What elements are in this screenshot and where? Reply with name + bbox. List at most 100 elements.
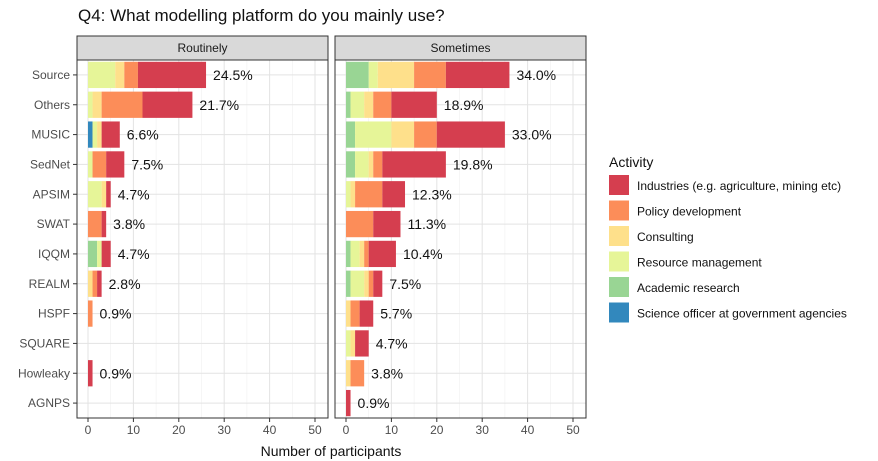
legend-swatch-academic-research (609, 277, 629, 297)
bar-percent-label: 4.7% (118, 246, 150, 262)
bar-percent-label: 7.5% (389, 276, 421, 292)
legend-label-academic-research: Academic research (637, 281, 740, 295)
bar-percent-label: 21.7% (199, 97, 239, 113)
bar-segment-apsim-policy-development (355, 181, 383, 208)
bar-segment-sednet-industries-e-g-agriculture-mining-etc (106, 151, 125, 178)
legend-label-science-officer-at-government-agencies: Science officer at government agencies (637, 307, 847, 321)
bar-segment-realm-industries-e-g-agriculture-mining-etc (97, 270, 102, 297)
bar-segment-music-resource-management (92, 121, 98, 148)
bar-segment-iqqm-resource-management (350, 240, 360, 268)
bar-segment-apsim-industries-e-g-agriculture-mining-etc (382, 181, 406, 208)
bar-segment-swat-industries-e-g-agriculture-mining-etc (101, 210, 107, 238)
bar-segment-hspf-consulting (346, 300, 351, 327)
legend-label-resource-management: Resource management (637, 256, 762, 270)
bar-percent-label: 19.8% (453, 156, 493, 172)
legend-swatch-resource-management (609, 251, 629, 272)
bar-segment-realm-resource-management (350, 270, 365, 297)
x-tick-label: 0 (343, 423, 350, 437)
bar-segment-source-industries-e-g-agriculture-mining-etc (445, 61, 510, 89)
bar-segment-hspf-policy-development (350, 300, 360, 327)
bar-percent-label: 6.6% (127, 127, 159, 143)
legend-title: Activity (609, 154, 653, 170)
y-axis-ticks: Source Others MUSIC SedNet APSIM SWAT IQQM REAL… (18, 68, 77, 410)
facet-strips: Routinely Sometimes (76, 35, 587, 61)
bar-segment-apsim-resource-management (88, 181, 102, 208)
bar-segment-square-consulting (350, 330, 356, 357)
bar-segment-music-academic-research (346, 121, 356, 148)
x-tick-label: 20 (430, 423, 444, 437)
bar-percent-label: 33.0% (512, 127, 552, 143)
panel-routinely: 24.5% 21.7% 6.6% 7.5% 4.7% 3.8% 4.7% 2.8% 0.9% 0.… (76, 59, 329, 419)
bar-percent-label: 12.3% (412, 186, 452, 202)
x-tick-label: 0 (85, 423, 92, 437)
y-tick-label-source: Source (32, 68, 70, 82)
y-tick-label-swat: SWAT (37, 217, 71, 231)
bar-percent-label: 0.9% (100, 306, 132, 322)
x-tick-label: 40 (521, 423, 535, 437)
x-tick-label: 30 (476, 423, 490, 437)
legend-swatch-policy-development (609, 200, 629, 221)
bar-segment-source-academic-research (346, 61, 369, 89)
bar-segment-iqqm-policy-development (364, 240, 369, 268)
bar-segment-source-consulting (115, 61, 125, 89)
facet-panels: 24.5% 21.7% 6.6% 7.5% 4.7% 3.8% 4.7% 2.8% 0.9% 0.… (76, 59, 587, 419)
panel-background (335, 60, 586, 418)
y-tick-label-hspf: HSPF (38, 307, 70, 321)
bar-segment-music-consulting (391, 121, 415, 148)
strip-routinely (76, 35, 329, 61)
bar-segment-realm-policy-development (368, 270, 374, 297)
bar-segment-howleaky-consulting (346, 360, 351, 387)
x-axis-ticks: 0 10 20 30 40 50 0 10 20 30 40 50 (85, 418, 580, 437)
bar-segment-iqqm-academic-research (346, 240, 351, 268)
bar-segment-apsim-consulting (350, 181, 356, 208)
bar-percent-label: 0.9% (100, 365, 132, 381)
bar-percent-label: 4.7% (376, 335, 408, 351)
bar-segment-music-resource-management (355, 121, 392, 148)
bar-segment-iqqm-resource-management (97, 240, 102, 268)
bar-segment-music-policy-development (414, 121, 437, 148)
bar-segment-sednet-policy-development (92, 151, 107, 178)
bar-segment-source-resource-management (368, 61, 378, 89)
bar-percent-label: 3.8% (113, 216, 145, 232)
bar-segment-apsim-resource-management (346, 181, 351, 208)
bar-segment-apsim-industries-e-g-agriculture-mining-etc (106, 181, 111, 208)
x-tick-label: 20 (172, 423, 186, 437)
bar-segment-iqqm-industries-e-g-agriculture-mining-etc (101, 240, 111, 268)
y-tick-label-square: SQUARE (19, 336, 70, 350)
panel-border (76, 59, 329, 419)
y-tick-label-others: Others (34, 98, 70, 112)
bar-percent-label: 2.8% (109, 276, 141, 292)
y-tick-label-howleaky: Howleaky (18, 366, 70, 380)
bar-percent-label: 11.3% (407, 216, 446, 232)
bar-segment-realm-academic-research (346, 270, 351, 297)
strip-label-routinely: Routinely (177, 41, 227, 55)
x-tick-label: 10 (127, 423, 141, 437)
bar-segment-iqqm-academic-research (88, 240, 98, 268)
x-tick-label: 50 (566, 423, 580, 437)
panel-sometimes: 34.0% 18.9% 33.0% 19.8%12.3% 11.3% 10.4% 7.5% 5… (334, 59, 587, 419)
bar-segment-square-industries-e-g-agriculture-mining-etc (355, 330, 369, 357)
legend-label-industries-e-g-agriculture-mining-etc: Industries (e.g. agriculture, mining etc… (637, 179, 841, 193)
bar-percent-label: 34.0% (516, 67, 556, 83)
legend-label-consulting: Consulting (637, 230, 694, 244)
bar-segment-source-policy-development (124, 61, 138, 89)
y-tick-label-music: MUSIC (31, 128, 70, 142)
bar-percent-label: 24.5% (213, 67, 253, 83)
bar-segment-iqqm-industries-e-g-agriculture-mining-etc (368, 240, 396, 268)
bar-segment-others-academic-research (346, 91, 351, 118)
panel-background (77, 60, 328, 418)
bar-segment-apsim-consulting (101, 181, 107, 208)
bar-segment-howleaky-industries-e-g-agriculture-mining-etc (88, 360, 93, 387)
bar-segment-sednet-policy-development (373, 151, 383, 178)
y-tick-label-apsim: APSIM (33, 187, 70, 201)
y-tick-label-agnps: AGNPS (28, 396, 70, 410)
bar-segment-realm-consulting (364, 270, 369, 297)
bar-segment-agnps-industries-e-g-agriculture-mining-etc (346, 389, 351, 417)
bar-segment-music-industries-e-g-agriculture-mining-etc (436, 121, 505, 148)
legend: Activity Industries (e.g. agriculture, m… (609, 154, 847, 323)
bar-segment-others-resource-management (88, 91, 93, 118)
bar-segment-others-consulting (364, 91, 374, 118)
bar-segment-sednet-consulting (368, 151, 374, 178)
x-tick-label: 30 (218, 423, 232, 437)
legend-label-policy-development: Policy development (637, 205, 742, 219)
